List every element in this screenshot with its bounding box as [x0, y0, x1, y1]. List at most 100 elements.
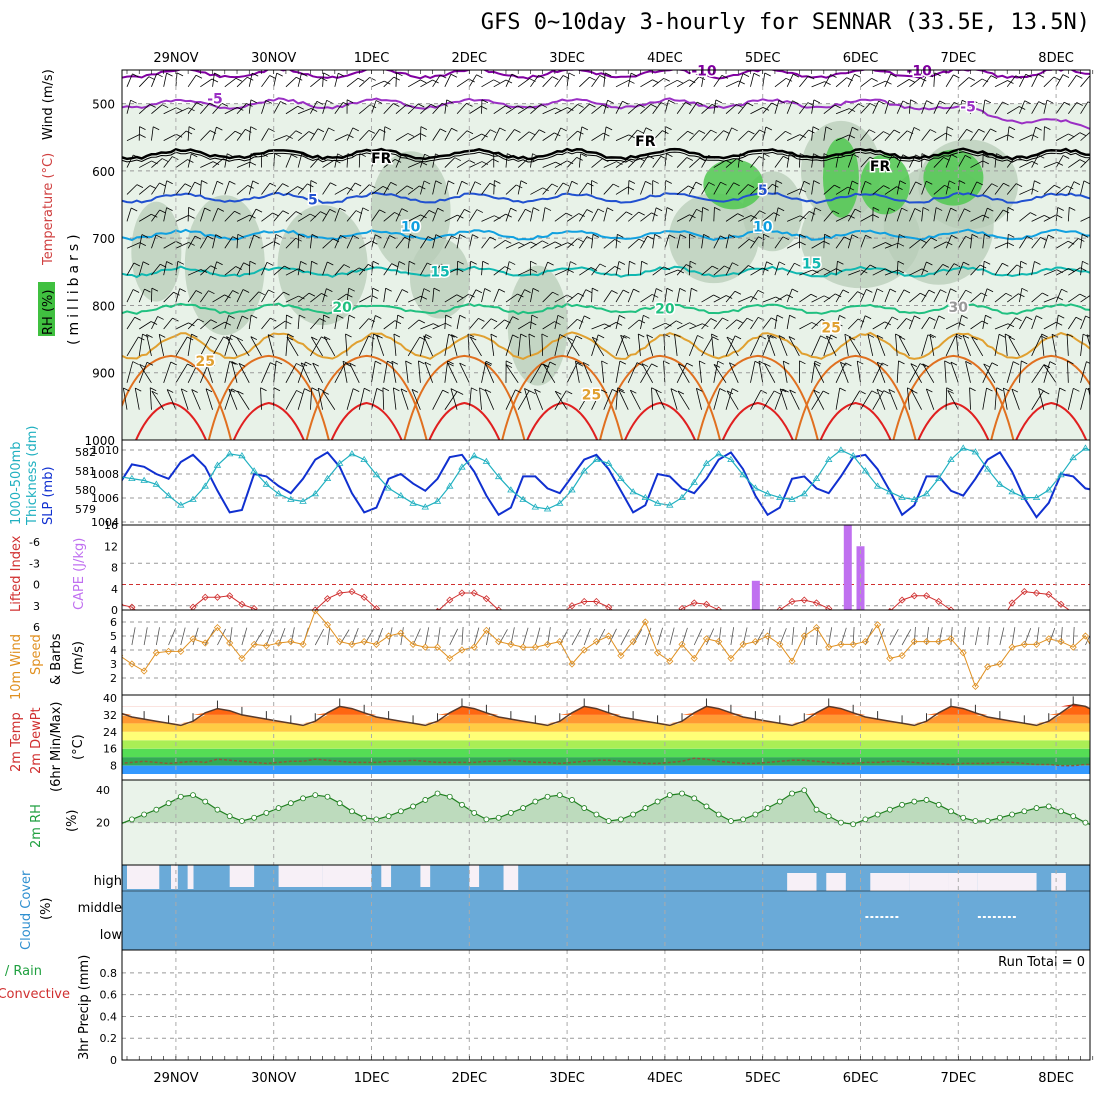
cloud-gap	[949, 873, 978, 891]
li-marker	[728, 616, 734, 622]
precip-tick-label: 0	[110, 1054, 117, 1067]
cape-axis-label: CAPE (J/kg)	[72, 538, 87, 610]
cloud-gap	[381, 865, 391, 887]
rh-marker	[912, 799, 917, 804]
temperature-band	[120, 766, 1100, 774]
li-marker	[410, 625, 416, 631]
cloud-unit-label: (%)	[39, 898, 54, 921]
li-marker	[276, 618, 282, 624]
wind-barb	[694, 629, 702, 645]
wind-barb	[670, 628, 674, 645]
rh-marker	[961, 815, 966, 820]
wind-tick-label: 4	[110, 644, 117, 657]
date-label-bottom: 8DEC	[1038, 1071, 1074, 1086]
series-line	[120, 448, 1100, 509]
thickness-axis-label-2: Thickness (dm)	[25, 426, 40, 526]
wind-axis-label-1: 10m Wind	[9, 634, 24, 700]
rh-green-blob	[923, 150, 983, 206]
rh-marker	[704, 804, 709, 809]
wind-barb	[1073, 627, 1074, 645]
wind-axis-label: Wind (m/s)	[41, 69, 56, 140]
rh-marker	[606, 819, 611, 824]
isotherm-label: -5	[960, 100, 976, 116]
date-label-top: 2DEC	[452, 51, 488, 66]
isotherm-label: 25	[195, 354, 214, 370]
rh-blob	[278, 205, 368, 325]
isotherm-label: -5	[207, 92, 223, 108]
precip-total-label: Total / Rain	[0, 964, 42, 979]
rh-unit-label: (%)	[65, 810, 80, 833]
wind-axis-label-4: (m/s)	[71, 641, 86, 675]
wind-barb	[1093, 100, 1100, 114]
precip-tick-label: 0.4	[100, 1010, 118, 1023]
rh-marker	[948, 809, 953, 814]
rh-marker	[166, 801, 171, 806]
date-label-top: 3DEC	[549, 51, 585, 66]
rh-marker	[508, 810, 513, 815]
panel-frame	[122, 610, 1090, 695]
date-label-bottom: 3DEC	[549, 1071, 585, 1086]
li-marker	[288, 625, 294, 631]
rh-marker	[582, 806, 587, 811]
li-marker	[618, 614, 624, 620]
rh-marker	[790, 791, 795, 796]
wind-barb	[621, 629, 630, 645]
isotherm-label: 10	[401, 219, 421, 235]
upper-air-panel	[111, 68, 1100, 440]
date-label-top: 1DEC	[354, 51, 390, 66]
cloud-gap	[978, 873, 1037, 891]
wind-barb	[1093, 320, 1100, 329]
li-marker	[141, 614, 147, 620]
li-tick-label: -3	[29, 557, 40, 570]
rh-marker	[325, 794, 330, 799]
rh-marker	[802, 788, 807, 793]
rh-marker	[1046, 804, 1051, 809]
rh-marker	[1010, 812, 1015, 817]
rh-panel	[117, 780, 1100, 865]
temperature-panel	[120, 696, 1100, 774]
rh-marker	[142, 812, 147, 817]
date-label-bottom: 6DEC	[843, 1071, 879, 1086]
rh-axis-label: 2m RH	[29, 804, 44, 848]
date-label-bottom: 1DEC	[354, 1071, 390, 1086]
wind-barb	[902, 629, 911, 645]
cloud-layer-label: middle	[78, 901, 122, 916]
date-label-bottom: 29NOV	[153, 1071, 198, 1086]
rh-marker	[374, 817, 379, 822]
rh-marker	[496, 815, 501, 820]
wind-tick-label: 2	[110, 672, 117, 685]
isotherm-label: FR	[371, 151, 392, 167]
rh-marker	[264, 810, 269, 815]
rh-marker	[863, 817, 868, 822]
rh-marker	[680, 791, 685, 796]
wind-barb	[584, 628, 590, 645]
wind-barb	[1093, 73, 1100, 87]
rh-marker	[887, 807, 892, 812]
temperature-band	[120, 740, 1100, 748]
cloud-layer-label: low	[100, 928, 123, 943]
isotherm-label: 15	[802, 256, 821, 272]
cloud-gap	[909, 873, 948, 891]
rh-marker	[900, 802, 905, 807]
cloud-gap	[279, 865, 323, 887]
wind-barb	[1093, 132, 1100, 141]
li-marker	[557, 611, 563, 617]
wind-barb	[1093, 162, 1100, 167]
wind-axis-label-2: Speed	[29, 634, 44, 675]
li-marker	[985, 625, 991, 631]
rh-marker	[631, 812, 636, 817]
rh-marker	[716, 812, 721, 817]
rh-marker	[1022, 809, 1027, 814]
rh-marker	[447, 794, 452, 799]
pressure-tick-label: 600	[92, 165, 115, 179]
wind-tick-label: 6	[110, 616, 117, 629]
wind-panel	[117, 608, 1100, 690]
cape-tick-label: 12	[104, 540, 118, 553]
rh-marker	[1095, 825, 1100, 830]
rh-marker	[203, 799, 208, 804]
cape-tick-label: 4	[111, 583, 118, 596]
rh-blob	[185, 195, 265, 335]
wind-barb	[1093, 213, 1100, 222]
li-marker	[997, 620, 1003, 626]
